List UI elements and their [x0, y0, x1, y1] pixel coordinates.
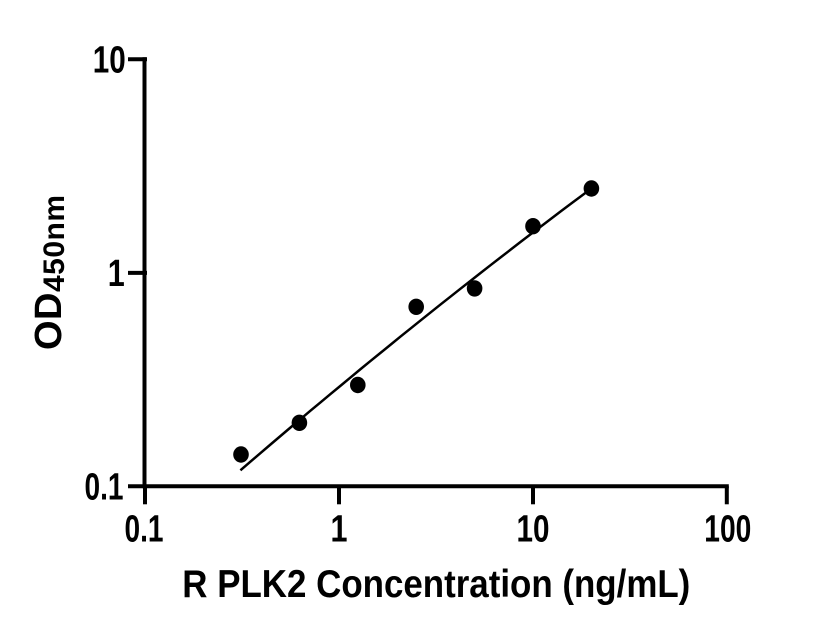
- svg-text:1: 1: [108, 253, 125, 295]
- svg-text:0.1: 0.1: [125, 509, 164, 551]
- svg-text:0.1: 0.1: [85, 466, 124, 508]
- svg-text:10: 10: [93, 40, 126, 82]
- svg-text:OD450nm: OD450nm: [28, 194, 71, 350]
- svg-text:100: 100: [704, 509, 751, 551]
- svg-text:10: 10: [517, 509, 550, 551]
- svg-text:R PLK2 Concentration (ng/mL): R PLK2 Concentration (ng/mL): [182, 563, 690, 606]
- svg-text:1: 1: [331, 509, 348, 551]
